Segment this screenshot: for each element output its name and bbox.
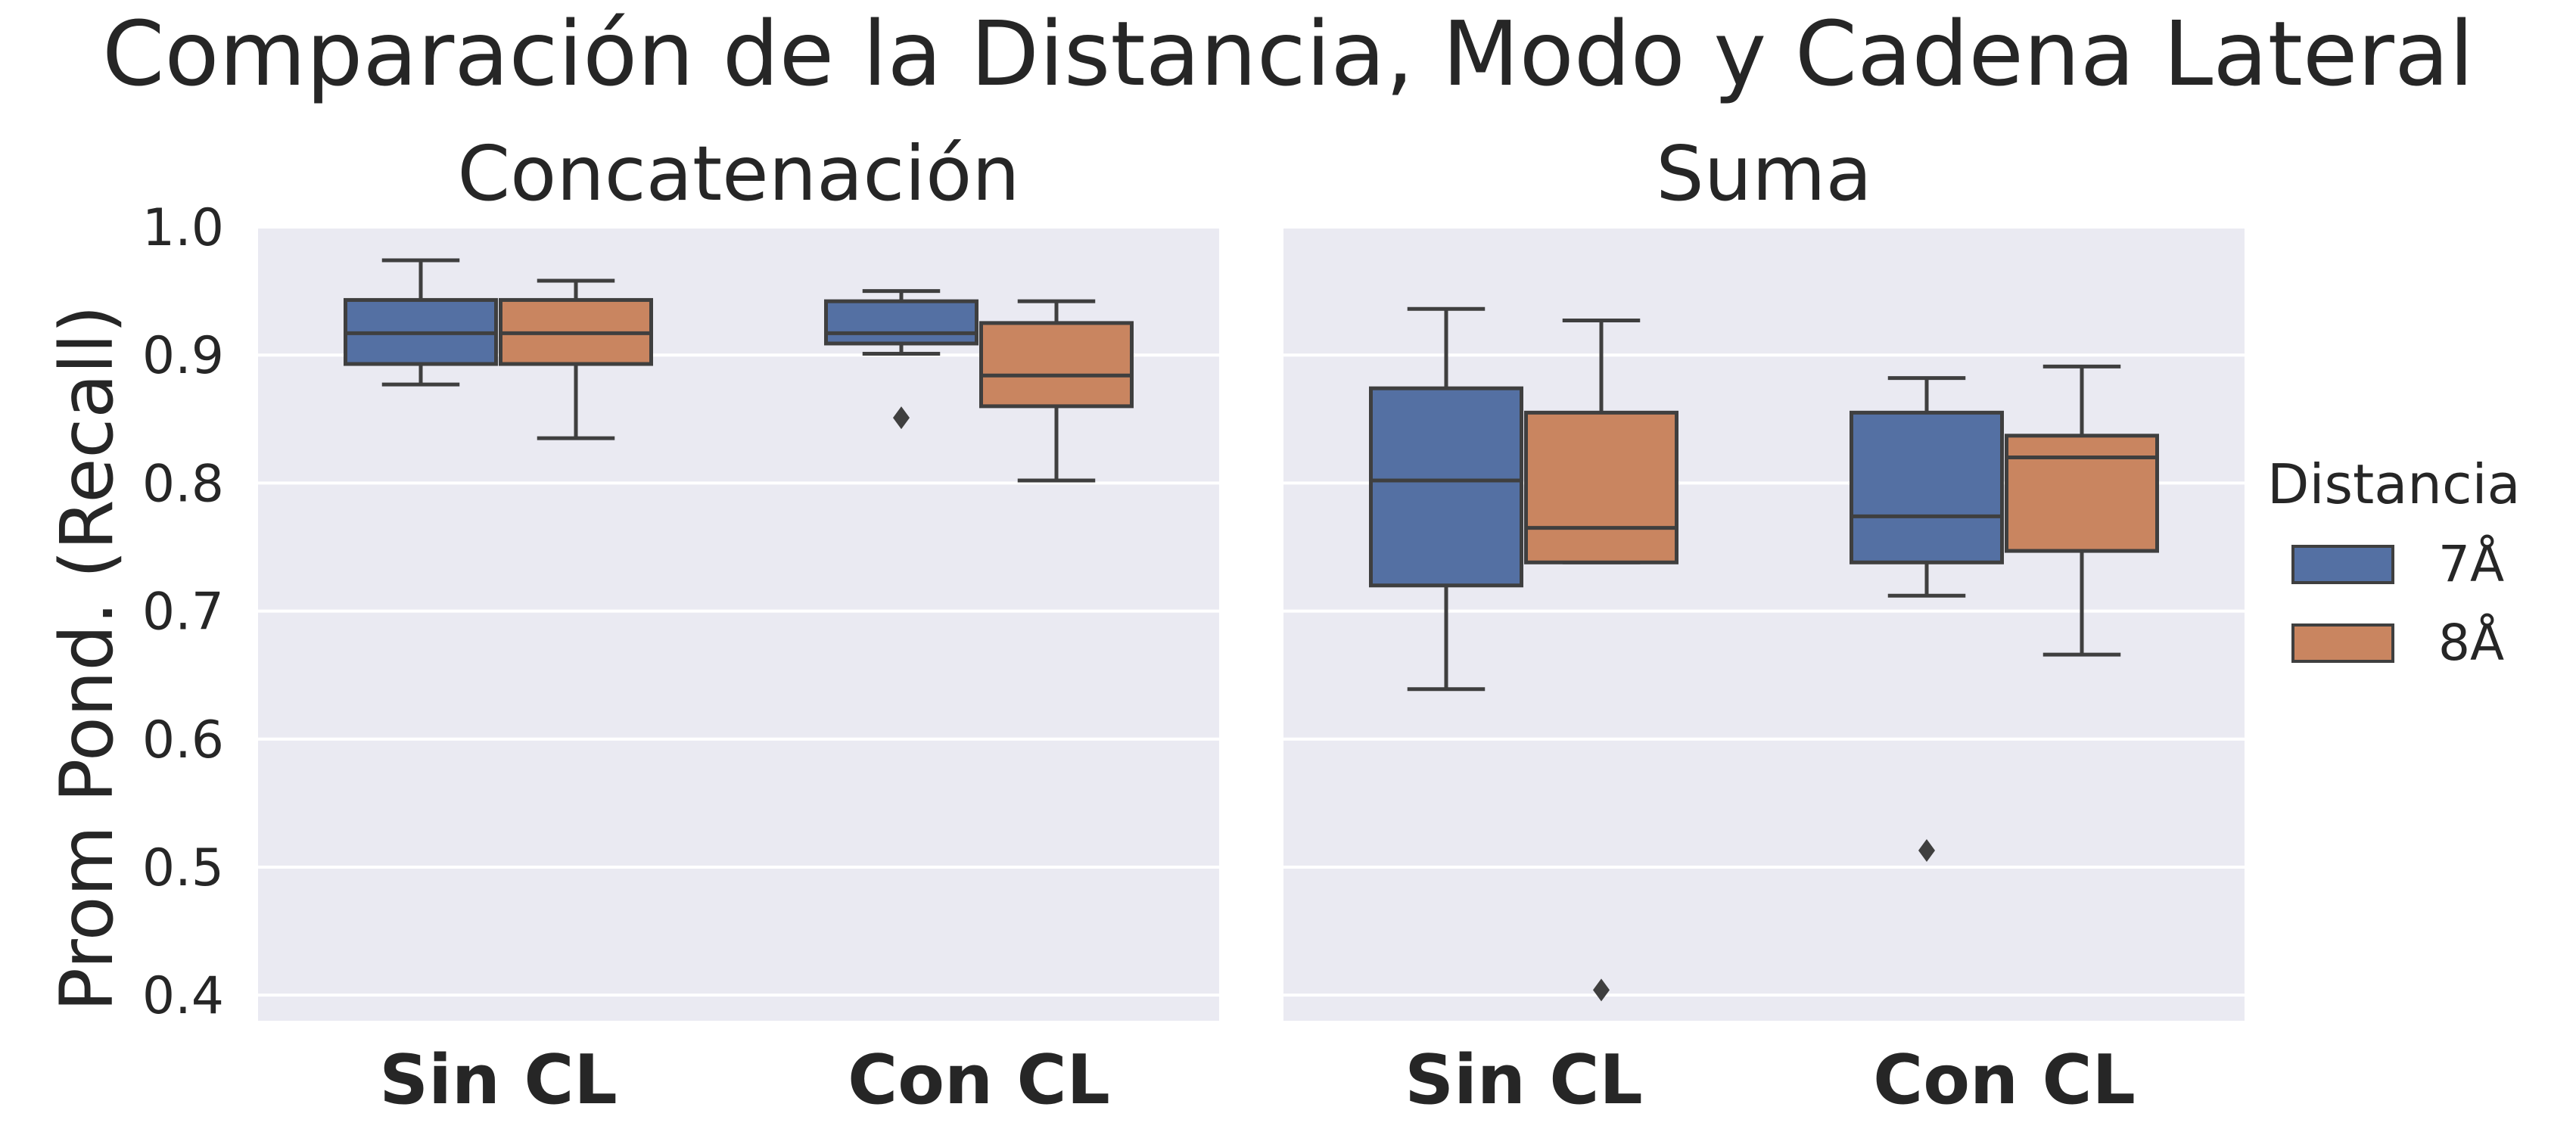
- box-con-cl-7a: [1850, 376, 2004, 862]
- box-iqr: [824, 299, 978, 346]
- y-tick-label: 0.9: [142, 326, 224, 386]
- x-tick-label: Sin CL: [379, 1040, 617, 1120]
- box-sin-cl-8a: [1524, 319, 1678, 1002]
- panel-title: Concatenación: [457, 129, 1019, 218]
- legend-title: Distancia: [2267, 452, 2521, 516]
- plot-background: [1283, 227, 2245, 1021]
- legend-label-8a: 8Å: [2438, 614, 2504, 672]
- y-tick-label: 1.0: [142, 198, 224, 258]
- box-con-cl-8a: [2005, 364, 2159, 657]
- box-iqr: [1369, 386, 1523, 588]
- box-sin-cl-7a: [1369, 306, 1523, 692]
- box-iqr: [1524, 410, 1678, 564]
- box-con-cl-7a: [824, 289, 978, 430]
- box-iqr: [2005, 434, 2159, 553]
- y-tick-label: 0.6: [142, 711, 224, 770]
- x-tick-label: Con CL: [1873, 1040, 2136, 1120]
- box-iqr: [1850, 410, 2004, 564]
- y-axis-label: Prom Pond. (Recall): [45, 305, 129, 1012]
- panel-suma: Suma: [1283, 129, 2245, 1021]
- outlier-point: [893, 406, 910, 430]
- x-tick-label: Con CL: [848, 1040, 1110, 1120]
- y-tick-label: 0.7: [142, 583, 224, 642]
- y-tick-labels: 0.4 0.5 0.6 0.7 0.8 0.9 1.0: [142, 198, 224, 1026]
- outlier-point: [1593, 978, 1610, 1002]
- y-tick-label: 0.5: [142, 838, 224, 898]
- legend-swatch-8a: [2291, 623, 2394, 663]
- outlier-point: [1918, 838, 1935, 862]
- x-tick-labels: Sin CL Con CL Sin CL Con CL: [379, 1040, 2136, 1120]
- box-sin-cl-8a: [499, 278, 653, 440]
- legend-swatch-7a: [2291, 545, 2394, 584]
- box-sin-cl-7a: [344, 258, 498, 387]
- panel-concatenacion: Concatenación: [258, 129, 1219, 1021]
- box-con-cl-8a: [979, 299, 1134, 483]
- chart-title: Comparación de la Distancia, Modo y Cade…: [102, 2, 2474, 106]
- x-tick-label: Sin CL: [1405, 1040, 1642, 1120]
- box-iqr: [979, 321, 1134, 409]
- y-tick-label: 0.8: [142, 454, 224, 514]
- legend: Distancia 7Å 8Å: [2267, 452, 2521, 672]
- legend-label-7a: 7Å: [2438, 535, 2504, 593]
- box-layer: [1369, 306, 2159, 1002]
- box-layer: [344, 258, 1134, 483]
- y-tick-label: 0.4: [142, 966, 224, 1026]
- panel-title: Suma: [1656, 129, 1872, 218]
